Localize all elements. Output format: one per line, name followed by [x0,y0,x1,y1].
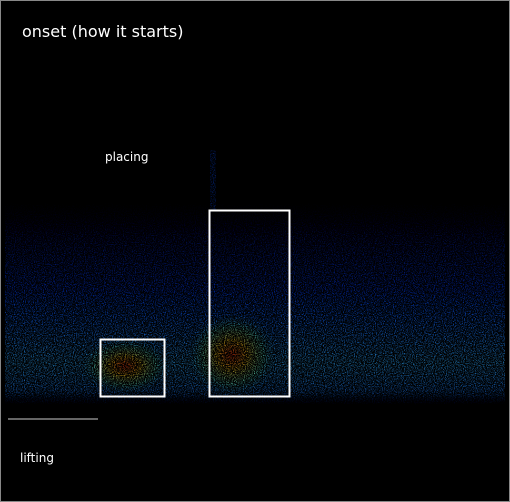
hot-spot [187,313,277,397]
highlight-box [208,209,291,398]
label: placing [105,150,148,164]
energy-streak [210,150,216,210]
figure-title: onset (how it starts) [22,22,183,41]
highlight-box [99,338,166,398]
label: lifting [20,451,54,465]
hot-spot [80,338,170,394]
